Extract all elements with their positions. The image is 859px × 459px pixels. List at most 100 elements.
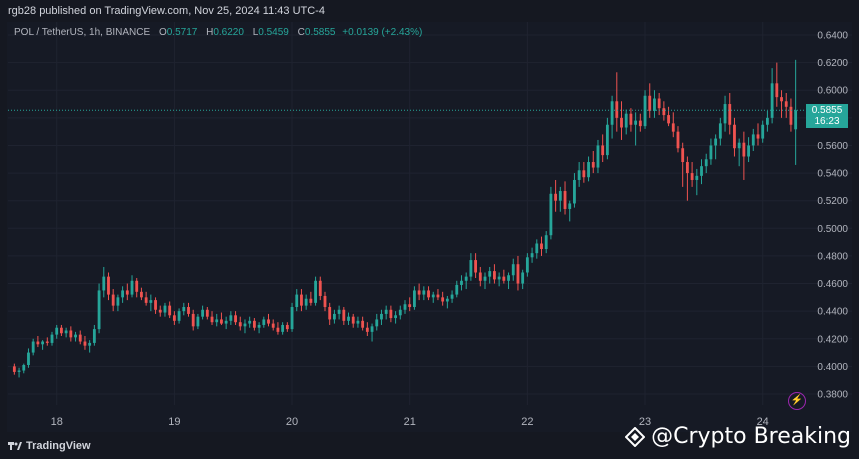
candle-body [540, 243, 543, 250]
candle-body [690, 173, 694, 180]
candle [460, 275, 463, 291]
candle [605, 117, 609, 160]
candle-body [342, 309, 346, 321]
watermark-text: @Crypto Breaking [651, 424, 851, 449]
candle-body [544, 235, 548, 250]
candle [728, 92, 732, 135]
candle-body [347, 316, 350, 321]
candle-body [676, 131, 680, 149]
candle-body [111, 294, 115, 306]
candle [493, 264, 496, 284]
candle-body [36, 341, 40, 345]
candle-body [238, 322, 242, 327]
candle [554, 179, 558, 212]
candle [544, 231, 548, 254]
candle-body [351, 316, 355, 324]
candle [267, 313, 270, 327]
candle-body [370, 326, 374, 332]
y-tick-label: 0.4400 [817, 307, 848, 318]
candle-body [671, 123, 675, 132]
x-tick-label: 23 [639, 416, 651, 428]
candle-body [573, 179, 576, 204]
candle-body [554, 193, 558, 201]
candle [22, 363, 26, 374]
tradingview-logo[interactable]: TradingView [8, 440, 91, 452]
candle [417, 283, 421, 301]
candle [563, 181, 567, 215]
candle [389, 305, 393, 323]
y-tick-label: 0.5200 [817, 196, 848, 207]
candle-body [220, 319, 223, 324]
candle [351, 313, 355, 328]
candle-body [365, 327, 369, 332]
publisher-info: rgb28 published on TradingView.com, Nov … [8, 5, 325, 17]
candle-body [780, 97, 783, 102]
candle [300, 289, 303, 312]
candle-body [497, 276, 501, 280]
candle-body [262, 319, 266, 325]
candle [12, 363, 16, 375]
x-tick-label: 24 [757, 416, 769, 428]
candle [540, 236, 543, 256]
candle [427, 286, 430, 301]
candle-body [83, 341, 87, 346]
candle [337, 305, 341, 320]
candle [309, 291, 313, 306]
x-tick-label: 20 [286, 416, 298, 428]
candle-body [243, 323, 247, 327]
candle [177, 308, 181, 324]
candle [436, 289, 440, 301]
candle-body [102, 276, 106, 291]
symbol-name: POL / TetherUS, 1h, BINANCE [14, 27, 151, 38]
candle-body [12, 366, 16, 372]
candle-body [445, 298, 449, 302]
candle [276, 322, 280, 335]
candle [224, 316, 228, 330]
candle [83, 336, 87, 350]
candle-body [413, 290, 416, 308]
candle [78, 330, 82, 345]
candle-body [761, 124, 765, 139]
candle-body [398, 309, 402, 316]
candle-body [737, 142, 741, 149]
candle [507, 272, 510, 290]
lightning-icon[interactable]: ⚡ [788, 392, 806, 410]
candle [615, 72, 619, 132]
candle [431, 291, 435, 303]
candle-body [45, 341, 49, 343]
candle [295, 289, 299, 312]
candle-body [74, 334, 77, 338]
candle-body [525, 257, 529, 273]
candle-body [309, 298, 313, 303]
candle-body [615, 101, 619, 118]
candle-body [257, 324, 261, 328]
candle-body [709, 145, 713, 160]
candle [149, 294, 153, 312]
candle [281, 322, 285, 335]
candle [163, 302, 167, 317]
candle-body [380, 313, 383, 320]
candle [50, 331, 54, 346]
candle-body [488, 271, 492, 277]
candle-body [271, 323, 275, 328]
candle [41, 340, 45, 350]
candle [483, 272, 487, 290]
last-price-tag: 0.5855 16:23 [806, 104, 848, 128]
candle [408, 297, 412, 312]
candle [290, 302, 294, 332]
high-label: H [206, 27, 214, 38]
candle [770, 68, 774, 124]
candle-body [229, 315, 233, 321]
candle-body [624, 113, 628, 128]
y-tick-label: 0.3800 [817, 390, 848, 401]
candle-body [596, 145, 600, 168]
candle [535, 239, 539, 259]
candle [629, 108, 633, 132]
candle-body [681, 148, 685, 163]
candle-body [314, 280, 317, 303]
candle-body [516, 264, 520, 284]
candle-body [530, 253, 534, 258]
candle-body [163, 305, 167, 313]
candle-body [718, 123, 722, 139]
